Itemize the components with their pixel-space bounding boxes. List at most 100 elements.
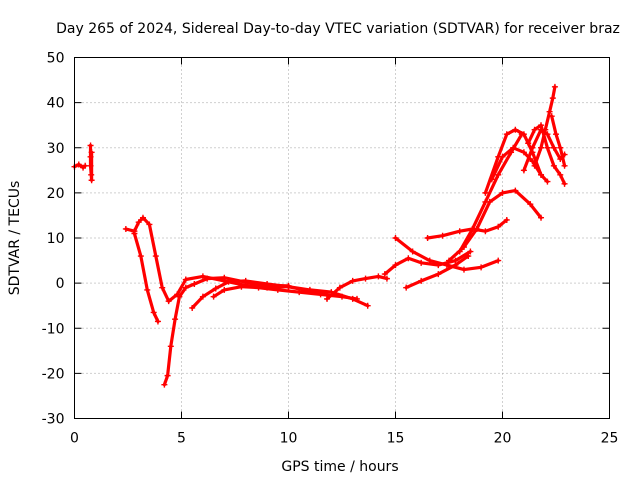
data-point	[161, 381, 168, 388]
data-point	[146, 221, 153, 228]
data-point	[165, 298, 172, 305]
data-point	[353, 295, 360, 302]
data-point	[135, 219, 142, 226]
data-point	[122, 225, 129, 232]
data-point	[364, 302, 371, 309]
series-arc-5	[162, 276, 291, 387]
data-point	[418, 277, 425, 284]
data-point	[87, 162, 94, 169]
data-point	[531, 126, 538, 133]
data-point	[520, 131, 527, 138]
data-point	[424, 235, 431, 241]
data-point	[392, 262, 399, 269]
data-point	[527, 201, 534, 208]
y-tick-label: -20	[42, 366, 65, 382]
data-point	[172, 316, 179, 323]
data-point	[439, 232, 446, 239]
data-point	[339, 293, 345, 300]
data-point	[510, 144, 517, 151]
data-point	[362, 275, 369, 282]
data-point	[82, 162, 89, 169]
data-point	[467, 248, 474, 255]
grid	[74, 57, 610, 419]
x-tick-label: 0	[70, 431, 79, 447]
data-point	[549, 95, 556, 102]
y-tick-label: 20	[47, 186, 65, 202]
data-point	[538, 171, 545, 178]
data-point	[529, 158, 536, 165]
data-point	[553, 131, 559, 138]
data-point	[210, 293, 217, 300]
data-point	[182, 284, 189, 291]
data-point	[199, 293, 206, 300]
data-point	[499, 153, 506, 160]
data-point	[465, 253, 472, 260]
data-point	[349, 277, 356, 284]
data-point	[544, 178, 551, 185]
data-point	[482, 228, 489, 235]
data-point	[512, 187, 519, 194]
data-point	[383, 275, 390, 282]
y-tick-label: 50	[47, 51, 65, 67]
data-point	[87, 142, 94, 149]
data-point	[520, 167, 527, 174]
data-point	[435, 271, 442, 278]
data-point	[87, 153, 94, 160]
data-point	[456, 248, 463, 255]
data-point	[544, 144, 551, 151]
data-point	[503, 131, 510, 138]
x-tick-label: 15	[387, 431, 405, 447]
y-tick-label: 30	[47, 141, 65, 157]
data-point	[561, 180, 568, 187]
data-point	[550, 162, 557, 169]
data-point	[488, 176, 495, 183]
data-point	[154, 318, 161, 325]
series-arc-20	[550, 114, 567, 168]
data-point	[131, 230, 138, 237]
data-point	[531, 162, 538, 169]
data-point	[561, 162, 568, 169]
data-point	[548, 113, 555, 120]
y-tick-label: -10	[42, 321, 65, 337]
data-point	[446, 257, 452, 264]
tick-labels: 0 5 10 15 20 25 -30 -20 -10 0 10 20 30 40 50	[42, 51, 619, 447]
data-point	[503, 216, 510, 223]
x-tick-label: 5	[177, 431, 186, 447]
data-point	[443, 262, 450, 269]
x-tick-label: 25	[601, 431, 619, 447]
data-point	[274, 286, 281, 293]
data-point	[242, 277, 249, 284]
data-point	[317, 291, 324, 298]
data-point	[221, 274, 228, 281]
data-point	[482, 189, 489, 196]
data-point	[499, 189, 506, 196]
data-point	[495, 223, 502, 230]
y-tick-label: 40	[47, 96, 65, 112]
data-point	[381, 271, 388, 278]
series-arc-13	[447, 189, 543, 263]
data-point	[405, 255, 412, 262]
data-point	[164, 372, 171, 379]
series-layer	[71, 83, 568, 388]
series-arc-1	[72, 162, 87, 170]
data-point	[221, 286, 228, 293]
data-point	[418, 259, 425, 266]
data-point	[176, 293, 183, 300]
data-point	[296, 289, 303, 296]
y-tick-label: 0	[56, 276, 65, 292]
data-point	[538, 144, 545, 151]
data-point	[150, 309, 157, 316]
data-point	[88, 171, 95, 178]
data-point	[189, 304, 196, 311]
y-tick-label: 10	[47, 231, 65, 247]
data-point	[324, 295, 331, 302]
data-point	[152, 253, 159, 260]
data-point	[557, 144, 564, 151]
data-point	[520, 149, 527, 156]
data-point	[392, 235, 399, 241]
data-point	[255, 284, 262, 291]
data-point	[546, 108, 553, 115]
data-point	[482, 198, 489, 205]
data-point	[551, 83, 558, 90]
